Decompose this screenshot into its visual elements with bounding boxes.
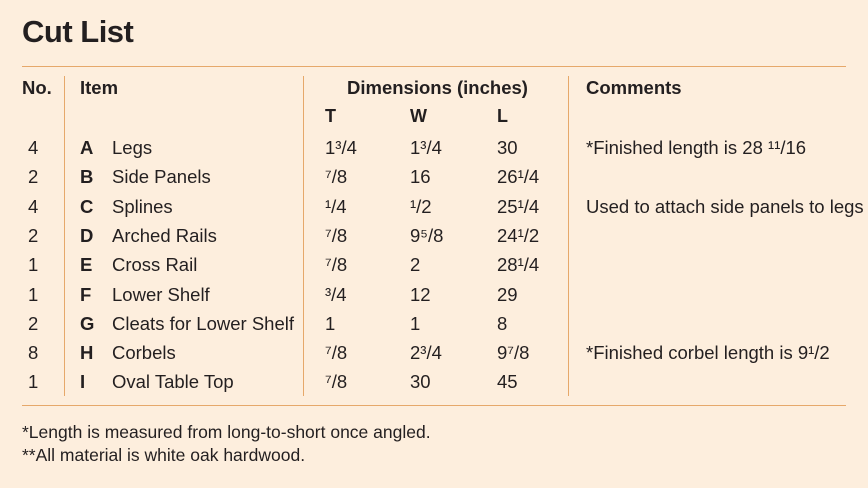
row-comment: *Finished length is 28 ¹¹/16 bbox=[586, 137, 807, 158]
row-item: Oval Table Top bbox=[112, 371, 234, 393]
footnote: *Length is measured from long-to-short o… bbox=[22, 422, 431, 442]
row-width: 12 bbox=[410, 283, 431, 305]
row-width: 2³/4 bbox=[410, 342, 442, 364]
row-quantity: 4 bbox=[28, 137, 39, 158]
footnote: **All material is white oak hardwood. bbox=[22, 445, 306, 465]
row-thickness: ³/4 bbox=[325, 283, 347, 305]
row-width: ¹/2 bbox=[410, 195, 432, 217]
row-item: Legs bbox=[112, 137, 153, 158]
row-letter: I bbox=[80, 371, 86, 393]
row-thickness: ¹/4 bbox=[325, 195, 347, 217]
row-thickness: 1³/4 bbox=[325, 137, 357, 158]
row-thickness: ⁷/8 bbox=[325, 254, 348, 276]
header-comments: Comments bbox=[586, 77, 682, 98]
row-length: 25¹/4 bbox=[497, 195, 540, 217]
row-letter: H bbox=[80, 342, 94, 364]
row-quantity: 1 bbox=[28, 371, 39, 393]
row-length: 28¹/4 bbox=[497, 254, 540, 276]
row-width: 2 bbox=[410, 254, 421, 276]
row-letter: A bbox=[80, 137, 94, 158]
row-quantity: 4 bbox=[28, 195, 39, 217]
header-dimensions: Dimensions (inches) bbox=[347, 77, 528, 98]
column-divider-dimensions bbox=[568, 76, 569, 396]
row-letter: E bbox=[80, 254, 93, 276]
row-quantity: 1 bbox=[28, 254, 39, 276]
row-length: 9⁷/8 bbox=[497, 342, 530, 364]
subheader-t: T bbox=[325, 106, 336, 126]
column-divider-item bbox=[303, 76, 304, 396]
row-quantity: 2 bbox=[28, 166, 39, 188]
page-title: Cut List bbox=[22, 14, 134, 49]
row-item: Lower Shelf bbox=[112, 283, 210, 305]
subheader-w: W bbox=[410, 106, 427, 126]
row-thickness: ⁷/8 bbox=[325, 371, 348, 393]
row-item: Side Panels bbox=[112, 166, 211, 188]
top-rule bbox=[22, 66, 846, 67]
row-quantity: 8 bbox=[28, 342, 39, 364]
row-length: 29 bbox=[497, 283, 518, 305]
row-letter: F bbox=[80, 283, 92, 305]
row-thickness: 1 bbox=[325, 312, 336, 334]
row-width: 1 bbox=[410, 312, 421, 334]
row-width: 16 bbox=[410, 166, 431, 188]
row-width: 30 bbox=[410, 371, 431, 393]
row-item: Cross Rail bbox=[112, 254, 198, 276]
row-item: Splines bbox=[112, 195, 173, 217]
row-quantity: 1 bbox=[28, 283, 39, 305]
row-thickness: ⁷/8 bbox=[325, 224, 348, 246]
header-item: Item bbox=[80, 77, 119, 98]
row-width: 9⁵/8 bbox=[410, 224, 444, 246]
subheader-l: L bbox=[497, 106, 508, 126]
row-letter: D bbox=[80, 224, 94, 246]
row-length: 8 bbox=[497, 312, 508, 334]
row-quantity: 2 bbox=[28, 312, 39, 334]
row-length: 26¹/4 bbox=[497, 166, 540, 188]
row-item: Arched Rails bbox=[112, 224, 217, 246]
column-divider-no bbox=[64, 76, 65, 396]
header-no: No. bbox=[22, 77, 52, 98]
row-thickness: ⁷/8 bbox=[325, 342, 348, 364]
row-length: 45 bbox=[497, 371, 518, 393]
row-item: Corbels bbox=[112, 342, 176, 364]
row-comment: Used to attach side panels to legs bbox=[586, 195, 864, 217]
row-length: 24¹/2 bbox=[497, 224, 540, 246]
bottom-rule bbox=[22, 405, 846, 406]
row-width: 1³/4 bbox=[410, 137, 442, 158]
row-letter: C bbox=[80, 195, 94, 217]
row-length: 30 bbox=[497, 137, 518, 158]
row-comment: *Finished corbel length is 9¹/2 bbox=[586, 342, 830, 364]
row-thickness: ⁷/8 bbox=[325, 166, 348, 188]
row-quantity: 2 bbox=[28, 224, 39, 246]
row-letter: G bbox=[80, 312, 95, 334]
row-letter: B bbox=[80, 166, 94, 188]
row-item: Cleats for Lower Shelf bbox=[112, 312, 295, 334]
